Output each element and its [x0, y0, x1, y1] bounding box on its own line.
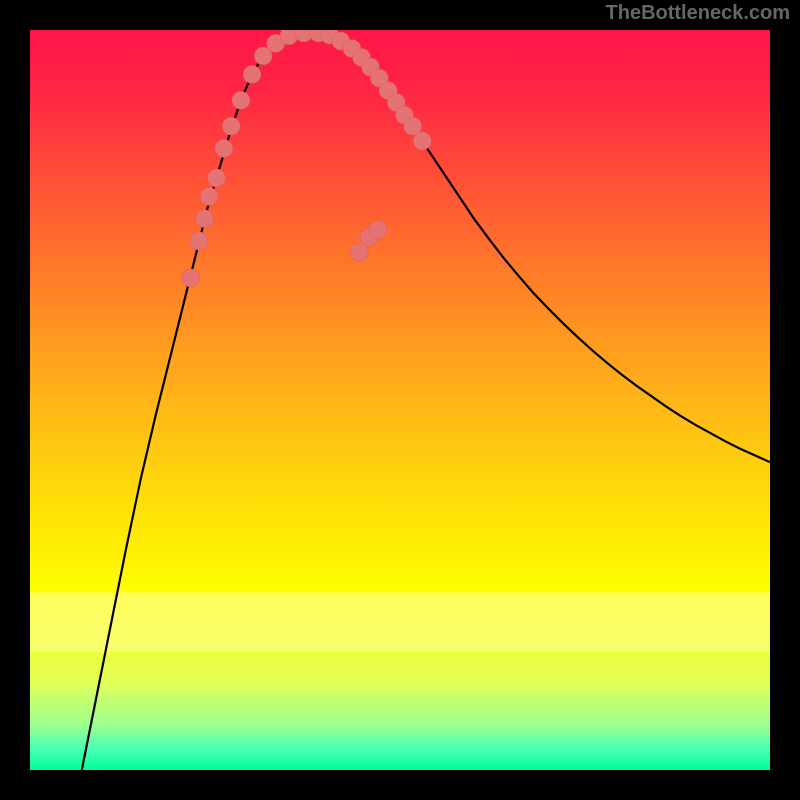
marker-point [182, 269, 200, 287]
marker-point [207, 169, 225, 187]
marker-point [200, 188, 218, 206]
marker-point [232, 91, 250, 109]
marker-point [215, 139, 233, 157]
marker-point [222, 117, 240, 135]
marker-point [196, 210, 214, 228]
marker-point [413, 132, 431, 150]
chart-svg [30, 30, 770, 770]
marker-point [243, 65, 261, 83]
marker-point [369, 221, 387, 239]
chart-background [30, 30, 770, 770]
guide-bands [30, 592, 770, 651]
watermark-text: TheBottleneck.com [606, 2, 790, 25]
marker-point [190, 232, 208, 250]
